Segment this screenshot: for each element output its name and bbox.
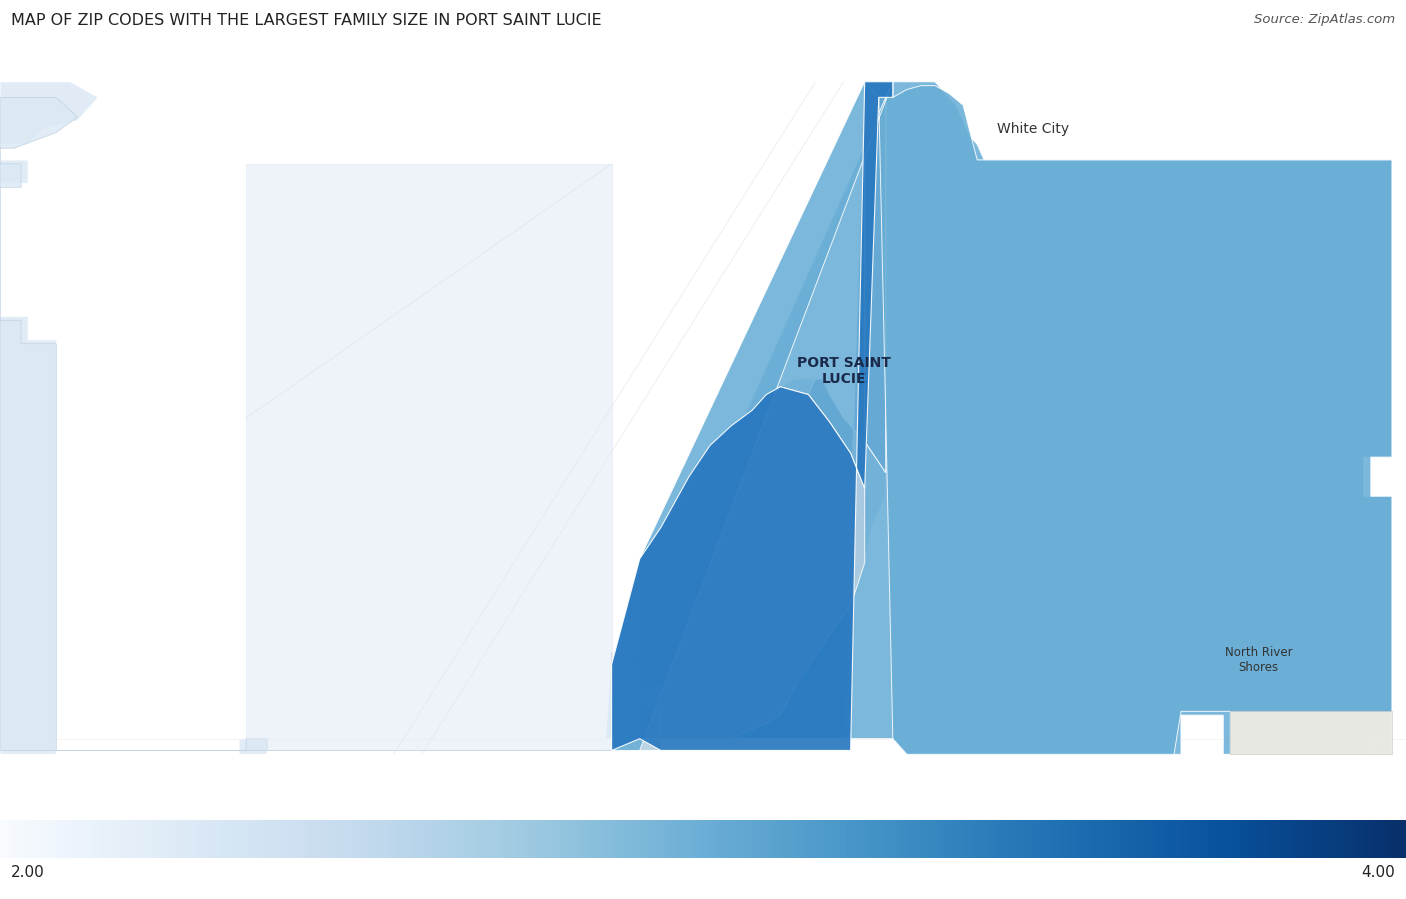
Polygon shape <box>0 97 661 751</box>
Polygon shape <box>612 82 893 739</box>
Polygon shape <box>612 82 1392 754</box>
Text: MAP OF ZIP CODES WITH THE LARGEST FAMILY SIZE IN PORT SAINT LUCIE: MAP OF ZIP CODES WITH THE LARGEST FAMILY… <box>11 13 602 29</box>
Text: 4.00: 4.00 <box>1361 865 1395 880</box>
Polygon shape <box>246 164 612 751</box>
Text: Source: ZipAtlas.com: Source: ZipAtlas.com <box>1254 13 1395 26</box>
Text: White City: White City <box>997 121 1070 136</box>
Text: North River
Shores: North River Shores <box>1225 646 1292 674</box>
Polygon shape <box>612 82 1392 754</box>
Polygon shape <box>612 82 893 751</box>
Polygon shape <box>612 387 865 751</box>
Polygon shape <box>0 82 661 754</box>
Polygon shape <box>1230 711 1392 754</box>
Polygon shape <box>612 379 886 739</box>
Text: PORT SAINT
LUCIE: PORT SAINT LUCIE <box>797 356 890 387</box>
Text: 2.00: 2.00 <box>11 865 45 880</box>
